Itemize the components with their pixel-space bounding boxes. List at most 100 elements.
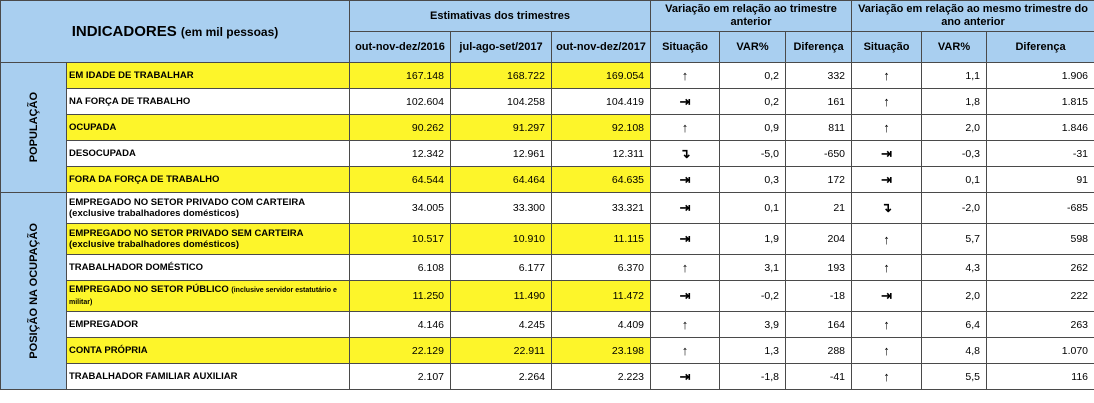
same-quarter-header: Variação em relação ao mesmo trimestre d… [851, 0, 1094, 32]
diff-value: -41 [785, 363, 853, 390]
indicator-sub: (exclusive trabalhadores domésticos) [69, 208, 240, 219]
estimate-value: 64.464 [450, 166, 552, 193]
indicator-name: EMPREGADO NO SETOR PRIVADO SEM CARTEIRA [69, 228, 304, 239]
var-value: 1,1 [921, 62, 988, 89]
indicator-name: NA FORÇA DE TRABALHO [69, 96, 191, 107]
table-row: FORA DA FORÇA DE TRABALHO 64.544 64.464 64.… [1, 166, 1094, 193]
situation-arrow-icon: ↑ [851, 62, 923, 89]
indicator-label: CONTA PRÓPRIA [66, 337, 350, 364]
situation-arrow-icon: ⇥ [650, 166, 721, 193]
indicator-label: EMPREGADO NO SETOR PÚBLICO (inclusive se… [66, 280, 350, 312]
table-row: EMPREGADO NO SETOR PRIVADO SEM CARTEIRA(… [1, 223, 1094, 255]
indicator-label: EMPREGADOR [66, 311, 350, 338]
table-row: POPULAÇÃO EM IDADE DE TRABALHAR 167.148 168… [0, 62, 1094, 193]
situacao-header: Situação [650, 31, 721, 63]
situation-arrow-icon: ↑ [851, 254, 923, 281]
diff-value: 598 [986, 223, 1094, 255]
estimate-value: 92.108 [550, 114, 652, 141]
indicator-name: EMPREGADOR [69, 319, 139, 330]
diff-value: 811 [785, 114, 853, 141]
estimate-value: 4.409 [550, 311, 652, 338]
estimate-value: 11.490 [450, 280, 552, 312]
situation-arrow-icon: ⇥ [650, 223, 721, 255]
indicator-label: OCUPADA [66, 114, 350, 141]
var-value: 0,2 [719, 62, 787, 89]
situation-arrow-icon: ↑ [650, 311, 721, 338]
situation-arrow-icon: ↑ [851, 363, 923, 390]
var-value: -5,0 [719, 140, 787, 167]
group-populacao: POPULAÇÃO [0, 62, 67, 193]
indicator-name: EMPREGADO NO SETOR PRIVADO COM CARTEIRA [69, 197, 306, 208]
estimate-value: 12.961 [450, 140, 552, 167]
situation-arrow-icon: ↑ [851, 223, 923, 255]
estimate-value: 102.604 [349, 88, 451, 115]
estimate-value: 6.370 [550, 254, 652, 281]
situation-arrow-icon: ⇥ [851, 280, 923, 312]
estimate-value: 104.419 [550, 88, 652, 115]
indicator-label: EM IDADE DE TRABALHAR [66, 62, 350, 89]
diff-value: 262 [986, 254, 1094, 281]
indicator-name: TRABALHADOR FAMILIAR AUXILIAR [69, 371, 238, 382]
group-populacao-label: POPULAÇÃO [27, 92, 40, 163]
diff-value: 21 [785, 192, 853, 224]
situation-arrow-icon: ↴ [650, 140, 721, 167]
situation-arrow-icon: ↑ [650, 254, 721, 281]
var-value: 2,0 [921, 280, 988, 312]
var-value: -0,2 [719, 280, 787, 312]
estimate-value: 10.517 [349, 223, 451, 255]
estimate-value: 22.911 [450, 337, 552, 364]
estimate-value: 34.005 [349, 192, 451, 224]
diff-value: -685 [986, 192, 1094, 224]
indicator-name: OCUPADA [69, 122, 117, 133]
diferenca-header: Diferença [785, 31, 853, 63]
var-header: VAR% [719, 31, 787, 63]
situacao-header: Situação [851, 31, 923, 63]
indicator-name: EMPREGADO NO SETOR PÚBLICO [69, 284, 229, 295]
estimate-value: 33.300 [450, 192, 552, 224]
estimate-value: 90.262 [349, 114, 451, 141]
diff-value: 222 [986, 280, 1094, 312]
indicator-label: NA FORÇA DE TRABALHO [66, 88, 350, 115]
indicator-name: CONTA PRÓPRIA [69, 345, 148, 356]
indicator-label: TRABALHADOR DOMÉSTICO [66, 254, 350, 281]
estimate-value: 169.054 [550, 62, 652, 89]
var-value: 1,8 [921, 88, 988, 115]
diff-value: 1.815 [986, 88, 1094, 115]
var-value: 0,1 [719, 192, 787, 224]
estimate-value: 6.108 [349, 254, 451, 281]
group-posicao: POSIÇÃO NA OCUPAÇÃO [0, 192, 67, 390]
diff-value: 172 [785, 166, 853, 193]
indicators-title-main: INDICADORES [71, 22, 177, 40]
period-header: out-nov-dez/2016 [349, 31, 451, 63]
situation-arrow-icon: ⇥ [851, 140, 923, 167]
var-value: 2,0 [921, 114, 988, 141]
previous-quarter-header: Variação em relação ao trimestre anterio… [650, 0, 853, 32]
diff-value: 288 [785, 337, 853, 364]
var-value: 3,9 [719, 311, 787, 338]
indicator-note: (inclusive servidor estatutário e milita… [69, 287, 337, 306]
var-value: 0,9 [719, 114, 787, 141]
indicator-sub: (exclusive trabalhadores domésticos) [69, 239, 240, 250]
estimate-value: 91.297 [450, 114, 552, 141]
indicator-name: FORA DA FORÇA DE TRABALHO [69, 174, 220, 185]
diff-value: -18 [785, 280, 853, 312]
estimate-value: 167.148 [349, 62, 451, 89]
estimate-value: 12.311 [550, 140, 652, 167]
var-value: 5,7 [921, 223, 988, 255]
diff-value: 193 [785, 254, 853, 281]
situation-arrow-icon: ↑ [851, 311, 923, 338]
table-row: EMPREGADOR 4.146 4.245 4.409 ↑ 3,9 164 ↑ 6,4 263 [1, 311, 1094, 338]
indicator-label: EMPREGADO NO SETOR PRIVADO SEM CARTEIRA(… [66, 223, 350, 255]
indicator-name: DESOCUPADA [69, 148, 136, 159]
diff-value: 263 [986, 311, 1094, 338]
period-header: jul-ago-set/2017 [450, 31, 552, 63]
indicator-label: EMPREGADO NO SETOR PRIVADO COM CARTEIRA(… [66, 192, 350, 224]
situation-arrow-icon: ↑ [650, 62, 721, 89]
indicator-label: DESOCUPADA [66, 140, 350, 167]
estimate-value: 11.472 [550, 280, 652, 312]
estimates-header: Estimativas dos trimestres [348, 0, 652, 32]
var-value: -0,3 [921, 140, 988, 167]
table-row: EMPREGADO NO SETOR PÚBLICO (inclusive se… [1, 280, 1094, 312]
diff-value: 332 [785, 62, 853, 89]
diff-value: 161 [785, 88, 853, 115]
